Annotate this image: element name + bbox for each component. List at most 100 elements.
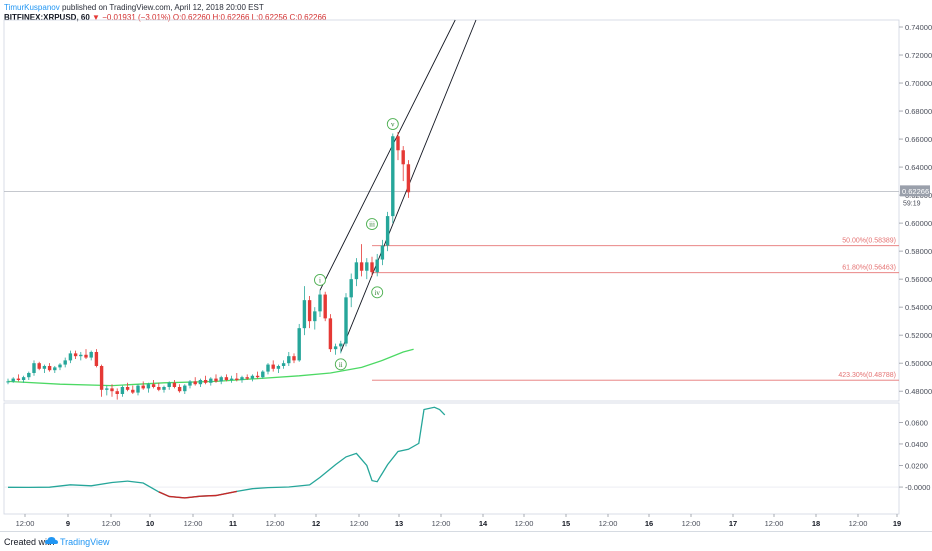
candle-body <box>302 300 307 329</box>
candle-body <box>209 378 213 383</box>
candle-body <box>323 294 327 319</box>
candle-body <box>391 136 395 217</box>
x-tick-label: 12:00 <box>16 519 35 528</box>
price-change: −0.01931 (−3.01%) <box>102 13 171 22</box>
candle-body <box>292 356 296 361</box>
candle-body <box>276 365 281 369</box>
symbol-line: BITFINEX:XRPUSD, 60 ▼ −0.01931 (−3.01%) … <box>4 13 326 23</box>
candle-body <box>188 381 192 386</box>
candle-body <box>21 377 26 380</box>
trend-channel[interactable] <box>319 19 477 353</box>
candle-body <box>198 379 203 385</box>
candle-body <box>385 216 390 246</box>
candlestick-series <box>6 132 411 400</box>
x-tick-label: 12:00 <box>765 519 784 528</box>
x-tick-label: 12:00 <box>432 519 451 528</box>
osc-y-tick-label: 0.0200 <box>905 462 928 471</box>
candle-body <box>328 318 333 350</box>
osc-y-tick-label: 0.0400 <box>905 440 928 449</box>
oscillator-line <box>7 406 446 499</box>
candle-body <box>6 381 10 383</box>
candle-body <box>193 381 197 385</box>
chart-canvas[interactable]: 50.00%(0.58389) 61.80%(0.56463) 423.30%(0.… <box>0 0 932 531</box>
symbol-label: BITFINEX:XRPUSD, 60 <box>4 13 90 22</box>
candle-body <box>42 365 47 369</box>
candle-body <box>344 297 348 344</box>
candle-body <box>73 353 78 357</box>
candle-body <box>141 385 145 389</box>
x-tick-label: 16 <box>645 519 653 528</box>
candle-body <box>375 259 379 273</box>
wave-label: ii <box>339 361 343 369</box>
candle-body <box>110 388 114 392</box>
candle-body <box>365 262 369 271</box>
candle-body <box>224 377 229 380</box>
x-tick-label: 12:00 <box>350 519 369 528</box>
candle-body <box>84 354 88 358</box>
candle-body <box>172 382 177 387</box>
candle-body <box>125 386 130 390</box>
candle-body <box>406 164 411 193</box>
down-arrow-icon: ▼ <box>92 13 100 22</box>
candle-body <box>339 343 343 347</box>
y-tick-label: 0.68000 <box>905 107 932 116</box>
y-tick-label: 0.64000 <box>905 163 932 172</box>
x-tick-label: 15 <box>562 519 570 528</box>
candle-body <box>131 389 135 393</box>
author-link[interactable]: TimurKuspanov <box>4 3 60 12</box>
fib-retracement[interactable]: 50.00%(0.58389) 61.80%(0.56463) 423.30%(0.… <box>372 238 899 381</box>
y-tick-label: 0.50000 <box>905 359 932 368</box>
created-with-label: Created with <box>4 537 55 547</box>
candle-body <box>240 377 244 380</box>
fib-level-label: 423.30%(0.48788) <box>838 372 896 379</box>
candle-body <box>32 363 36 373</box>
candle-body <box>281 363 286 366</box>
ohlc-values: O:0.62260 H:0.62266 L:0.62256 C:0.62266 <box>172 13 327 22</box>
candle-body <box>115 391 119 394</box>
candle-body <box>136 385 140 393</box>
y-tick-label: 0.48000 <box>905 387 932 396</box>
last-price-label: 0.62266 <box>902 187 929 196</box>
tradingview-link[interactable]: TradingView <box>60 537 110 547</box>
candle-body <box>287 356 291 364</box>
candle-body <box>177 386 182 392</box>
fib-level-label: 50.00%(0.58389) <box>842 238 896 245</box>
x-tick-label: 12:00 <box>266 519 285 528</box>
x-tick-label: 17 <box>729 519 737 528</box>
last-price-tag <box>900 185 930 197</box>
candle-body <box>250 375 255 379</box>
y-tick-label: 0.56000 <box>905 275 932 284</box>
candle-body <box>27 372 31 378</box>
y-tick-label: 0.60000 <box>905 219 932 228</box>
x-tick-label: 12:00 <box>599 519 618 528</box>
candle-body <box>146 384 151 389</box>
channel-line <box>319 19 456 291</box>
candle-body <box>271 364 275 369</box>
candle-body <box>58 364 62 368</box>
x-tick-label: 18 <box>812 519 820 528</box>
oscillator-pane-frame <box>3 402 900 515</box>
tradingview-cloud-icon <box>45 537 58 544</box>
candle-body <box>396 136 400 151</box>
oscillator-pane <box>4 406 899 499</box>
candle-body <box>318 294 322 312</box>
y-tick-label: 0.70000 <box>905 79 932 88</box>
wave-label: iii <box>369 221 375 229</box>
candle-body <box>235 378 239 380</box>
candle-body <box>354 262 359 280</box>
oscillator-negative-segment <box>158 490 237 499</box>
y-tick-label: 0.72000 <box>905 51 932 60</box>
candle-body <box>162 386 166 390</box>
candle-body <box>99 365 104 390</box>
wave-marker <box>371 286 384 299</box>
y-tick-label: 0.54000 <box>905 303 932 312</box>
axes: 0.74000 0.72000 0.70000 0.68000 0.66000 0.640… <box>16 23 932 528</box>
candle-body <box>333 346 338 350</box>
candle-body <box>157 386 161 390</box>
x-tick-label: 19 <box>893 519 901 528</box>
x-tick-label: 10 <box>146 519 154 528</box>
candle-body <box>261 371 265 378</box>
wave-label: i <box>319 276 321 284</box>
published-text: published on TradingView.com, April 12, … <box>61 3 264 12</box>
